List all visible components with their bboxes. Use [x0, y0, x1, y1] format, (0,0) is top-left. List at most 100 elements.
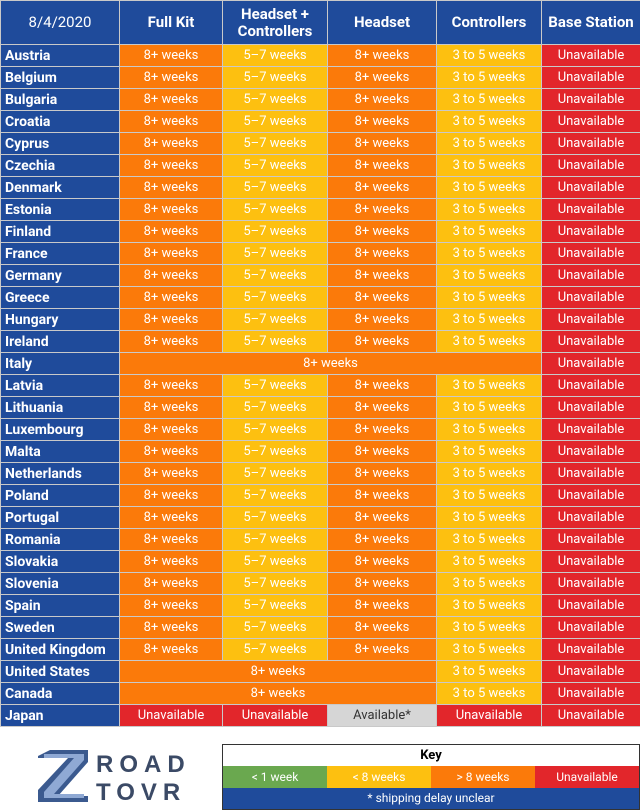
table-row: France 8+ weeks 5–7 weeks 8+ weeks 3 to 5 we… — [0, 242, 640, 265]
status-cell: 8+ weeks — [119, 352, 542, 375]
status-cell: 8+ weeks — [119, 176, 223, 199]
country-cell: United Kingdom — [0, 638, 120, 661]
status-cell: 5–7 weeks — [222, 440, 328, 463]
status-cell: 8+ weeks — [119, 44, 223, 67]
status-cell: Unavailable — [541, 594, 640, 617]
status-cell: Unavailable — [541, 704, 640, 727]
key-row: < 1 week < 8 weeks > 8 weeks Unavailable — [223, 766, 639, 788]
header-row: 8/4/2020 Full Kit Headset + Controllers Hea… — [0, 0, 640, 45]
status-cell: 8+ weeks — [327, 88, 437, 111]
status-cell: 5–7 weeks — [222, 550, 328, 573]
status-cell: 8+ weeks — [119, 110, 223, 133]
status-cell: 8+ weeks — [327, 330, 437, 353]
status-cell: 5–7 weeks — [222, 44, 328, 67]
logo-top: ROAD — [96, 751, 191, 778]
table-row: Finland 8+ weeks 5–7 weeks 8+ weeks 3 to 5 w… — [0, 220, 640, 243]
country-cell: France — [0, 242, 120, 265]
status-cell: 8+ weeks — [119, 220, 223, 243]
column-header: Headset — [327, 0, 437, 45]
status-cell: Unavailable — [541, 572, 640, 595]
status-cell: Unavailable — [541, 682, 640, 705]
status-cell: Unavailable — [541, 286, 640, 309]
status-cell: 8+ weeks — [119, 418, 223, 441]
status-cell: 8+ weeks — [327, 484, 437, 507]
status-cell: 8+ weeks — [119, 638, 223, 661]
status-cell: Unavailable — [541, 198, 640, 221]
status-cell: Unavailable — [541, 66, 640, 89]
status-cell: Unavailable — [541, 110, 640, 133]
table-row: Latvia 8+ weeks 5–7 weeks 8+ weeks 3 to 5 we… — [0, 374, 640, 397]
table-row: Cyprus 8+ weeks 5–7 weeks 8+ weeks 3 to 5 we… — [0, 132, 640, 155]
status-cell: 5–7 weeks — [222, 572, 328, 595]
table-row: Bulgaria 8+ weeks 5–7 weeks 8+ weeks 3 to 5 … — [0, 88, 640, 111]
country-cell: Bulgaria — [0, 88, 120, 111]
status-cell: 8+ weeks — [119, 242, 223, 265]
status-cell: 8+ weeks — [119, 682, 437, 705]
country-cell: Canada — [0, 682, 120, 705]
status-cell: 3 to 5 weeks — [436, 154, 542, 177]
status-cell: 5–7 weeks — [222, 132, 328, 155]
status-cell: 8+ weeks — [119, 308, 223, 331]
table-row: Belgium 8+ weeks 5–7 weeks 8+ weeks 3 to 5 w… — [0, 66, 640, 89]
status-cell: 3 to 5 weeks — [436, 462, 542, 485]
table-row: Japan Unavailable Unavailable Available* Una… — [0, 704, 640, 727]
status-cell: 8+ weeks — [119, 462, 223, 485]
table-row: Slovenia 8+ weeks 5–7 weeks 8+ weeks 3 to 5 … — [0, 572, 640, 595]
status-cell: Unavailable — [541, 352, 640, 375]
status-cell: Unavailable — [541, 396, 640, 419]
status-cell: 3 to 5 weeks — [436, 88, 542, 111]
status-cell: 8+ weeks — [327, 528, 437, 551]
status-cell: 8+ weeks — [119, 374, 223, 397]
status-cell: 8+ weeks — [119, 88, 223, 111]
status-cell: Unavailable — [436, 704, 542, 727]
status-cell: 8+ weeks — [327, 616, 437, 639]
status-cell: 8+ weeks — [119, 330, 223, 353]
table-row: Spain 8+ weeks 5–7 weeks 8+ weeks 3 to 5 wee… — [0, 594, 640, 617]
status-cell: 8+ weeks — [119, 506, 223, 529]
table-row: Portugal 8+ weeks 5–7 weeks 8+ weeks 3 to 5 … — [0, 506, 640, 529]
status-cell: 8+ weeks — [119, 594, 223, 617]
status-cell: 8+ weeks — [327, 308, 437, 331]
key-note: * shipping delay unclear — [223, 788, 639, 809]
table-row: Lithuania 8+ weeks 5–7 weeks 8+ weeks 3 to 5… — [0, 396, 640, 419]
status-cell: 8+ weeks — [119, 132, 223, 155]
status-cell: Unavailable — [541, 176, 640, 199]
status-cell: 5–7 weeks — [222, 484, 328, 507]
status-cell: 8+ weeks — [327, 154, 437, 177]
status-cell: 8+ weeks — [327, 440, 437, 463]
availability-table: 8/4/2020 Full Kit Headset + Controllers Hea… — [0, 0, 640, 727]
table-row: Sweden 8+ weeks 5–7 weeks 8+ weeks 3 to 5 we… — [0, 616, 640, 639]
status-cell: 5–7 weeks — [222, 264, 328, 287]
status-cell: Unavailable — [541, 550, 640, 573]
status-cell: 5–7 weeks — [222, 594, 328, 617]
table-row: United States 8+ weeks 3 to 5 weeks Unavail… — [0, 660, 640, 683]
status-cell: 8+ weeks — [119, 264, 223, 287]
status-cell: 5–7 weeks — [222, 616, 328, 639]
status-cell: 8+ weeks — [119, 286, 223, 309]
status-cell: Unavailable — [541, 484, 640, 507]
status-cell: 8+ weeks — [119, 154, 223, 177]
country-cell: Belgium — [0, 66, 120, 89]
status-cell: 5–7 weeks — [222, 66, 328, 89]
status-cell: 5–7 weeks — [222, 308, 328, 331]
status-cell: 8+ weeks — [327, 418, 437, 441]
country-cell: Netherlands — [0, 462, 120, 485]
status-cell: Unavailable — [541, 242, 640, 265]
status-cell: 8+ weeks — [327, 550, 437, 573]
country-cell: Lithuania — [0, 396, 120, 419]
status-cell: 3 to 5 weeks — [436, 638, 542, 661]
status-cell: 8+ weeks — [327, 110, 437, 133]
status-cell: 3 to 5 weeks — [436, 220, 542, 243]
country-cell: Slovenia — [0, 572, 120, 595]
status-cell: 5–7 weeks — [222, 110, 328, 133]
status-cell: 3 to 5 weeks — [436, 264, 542, 287]
status-cell: 3 to 5 weeks — [436, 594, 542, 617]
status-cell: 8+ weeks — [327, 572, 437, 595]
key-entry: < 1 week — [223, 766, 327, 788]
status-cell: 8+ weeks — [327, 374, 437, 397]
status-cell: 5–7 weeks — [222, 242, 328, 265]
status-cell: 3 to 5 weeks — [436, 176, 542, 199]
status-cell: 5–7 weeks — [222, 418, 328, 441]
status-cell: 5–7 weeks — [222, 176, 328, 199]
